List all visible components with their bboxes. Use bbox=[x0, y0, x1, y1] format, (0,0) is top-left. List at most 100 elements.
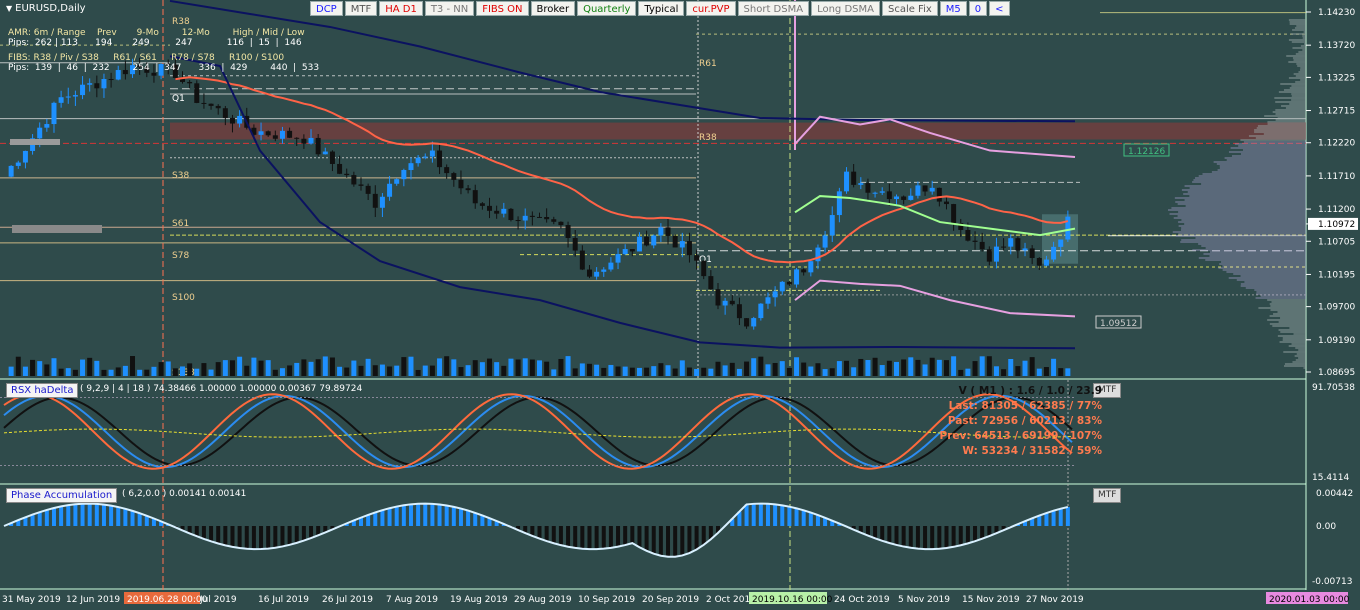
level-label: S61 bbox=[172, 219, 189, 229]
volume-bar bbox=[372, 365, 378, 376]
toolbar-button-typical[interactable]: Typical bbox=[638, 1, 685, 16]
volume-bar bbox=[258, 360, 264, 376]
level-label: S100 bbox=[172, 293, 195, 303]
phase-bar bbox=[915, 526, 920, 549]
volume-bar bbox=[401, 357, 407, 376]
volume-bar bbox=[379, 364, 385, 376]
phase-bar bbox=[708, 526, 713, 540]
phase-bar bbox=[66, 505, 71, 526]
phase-bar bbox=[987, 526, 992, 537]
phase-bar bbox=[751, 503, 756, 526]
dropdown-icon[interactable]: ▼ bbox=[6, 4, 13, 13]
phase-bar bbox=[73, 504, 78, 526]
toolbar-button-m5[interactable]: M5 bbox=[939, 1, 967, 16]
toolbar-button-quarterly[interactable]: Quarterly bbox=[577, 1, 637, 16]
volume-bar bbox=[979, 356, 985, 376]
phase-bar bbox=[316, 526, 321, 536]
toolbar-button-0[interactable]: 0 bbox=[968, 1, 988, 16]
toolbar-button-fibs-on[interactable]: FIBS ON bbox=[476, 1, 529, 16]
time-tick: 12 Jun 2019 bbox=[66, 595, 120, 605]
volume-bar bbox=[972, 361, 978, 376]
toolbar-button-t3-nn[interactable]: T3 - NN bbox=[424, 1, 475, 16]
volume-bar bbox=[558, 358, 564, 376]
rsx-panel-label[interactable]: RSX haDelta bbox=[6, 383, 79, 398]
toolbar-button-ha-d1[interactable]: HA D1 bbox=[379, 1, 423, 16]
volume-bar bbox=[929, 357, 935, 376]
phase-bar bbox=[216, 526, 221, 544]
toolbar-button-[interactable]: < bbox=[989, 1, 1010, 16]
price-tick: 1.10705 bbox=[1318, 237, 1355, 247]
candle-body bbox=[65, 96, 71, 98]
phase-bar bbox=[851, 526, 856, 530]
candle-body bbox=[1001, 246, 1007, 248]
green-price-tag bbox=[1123, 143, 1170, 157]
phase-bar bbox=[280, 526, 285, 547]
candle-body bbox=[1029, 248, 1035, 259]
volume-bar bbox=[1029, 357, 1035, 376]
price-tick: 1.13225 bbox=[1318, 73, 1355, 83]
phase-bar bbox=[1037, 515, 1042, 526]
candle-body bbox=[208, 103, 214, 106]
volume-bar bbox=[51, 358, 57, 376]
candle-body bbox=[601, 269, 607, 272]
candle-body bbox=[522, 215, 528, 221]
candle-body bbox=[387, 183, 393, 197]
volume-bar bbox=[936, 359, 942, 376]
toolbar-button-mtf[interactable]: MTF bbox=[344, 1, 378, 16]
phase-panel-label[interactable]: Phase Accumulation bbox=[6, 488, 118, 503]
volume-bar bbox=[294, 362, 300, 376]
toolbar-button-short-dsma[interactable]: Short DSMA bbox=[737, 1, 810, 16]
volume-bar bbox=[544, 361, 550, 376]
phase-bar bbox=[523, 526, 528, 534]
toolbar-button-cur-pvp[interactable]: cur.PVP bbox=[686, 1, 736, 16]
rsx-mtf-button[interactable]: MTF bbox=[1093, 383, 1122, 398]
volume-bar bbox=[244, 365, 250, 376]
toolbar-button-long-dsma[interactable]: Long DSMA bbox=[811, 1, 880, 16]
candle-body bbox=[315, 137, 321, 155]
phase-mtf-button[interactable]: MTF bbox=[1093, 488, 1122, 503]
phase-bar bbox=[673, 526, 678, 557]
volume-bar bbox=[758, 356, 764, 376]
time-tick: 15 Nov 2019 bbox=[962, 595, 1020, 605]
volume-bar bbox=[8, 366, 14, 376]
toolbar-button-broker[interactable]: Broker bbox=[530, 1, 576, 16]
phase-bar bbox=[244, 526, 249, 549]
volume-bar bbox=[208, 369, 214, 376]
phase-bar bbox=[144, 515, 149, 526]
phase-bar bbox=[159, 521, 164, 526]
candle-body bbox=[715, 289, 721, 306]
candle-body bbox=[144, 67, 150, 73]
toolbar-button-scale-fix[interactable]: Scale Fix bbox=[881, 1, 938, 16]
phase-bar bbox=[351, 520, 356, 526]
candle-body bbox=[629, 249, 635, 252]
level-label: S38 bbox=[172, 171, 189, 181]
volume-bar bbox=[993, 366, 999, 376]
toolbar-button-dcp[interactable]: DCP bbox=[310, 1, 343, 16]
volume-bar bbox=[986, 356, 992, 376]
candle-body bbox=[351, 175, 357, 185]
time-tick: 26 Jul 2019 bbox=[322, 595, 373, 605]
candle-body bbox=[922, 185, 928, 192]
candle-body bbox=[965, 229, 971, 241]
volume-bar bbox=[408, 356, 414, 376]
phase-bar bbox=[623, 526, 628, 546]
phase-bar bbox=[209, 526, 214, 542]
phase-bar bbox=[823, 517, 828, 526]
candle-body bbox=[565, 225, 571, 238]
volume-bar bbox=[772, 362, 778, 376]
candle-body bbox=[451, 173, 457, 180]
candle-body bbox=[372, 193, 378, 208]
volume-bar bbox=[922, 364, 928, 376]
phase-bar bbox=[458, 508, 463, 526]
phase-bar bbox=[80, 503, 85, 526]
volume-bar bbox=[180, 366, 185, 376]
candle-body bbox=[872, 192, 878, 194]
candle-body bbox=[901, 196, 907, 200]
phase-bar bbox=[1044, 513, 1049, 526]
candle-body bbox=[844, 171, 850, 192]
volume-bar bbox=[137, 369, 143, 376]
candle-body bbox=[308, 137, 314, 144]
phase-axis-bottom: -0.00713 bbox=[1312, 577, 1352, 587]
